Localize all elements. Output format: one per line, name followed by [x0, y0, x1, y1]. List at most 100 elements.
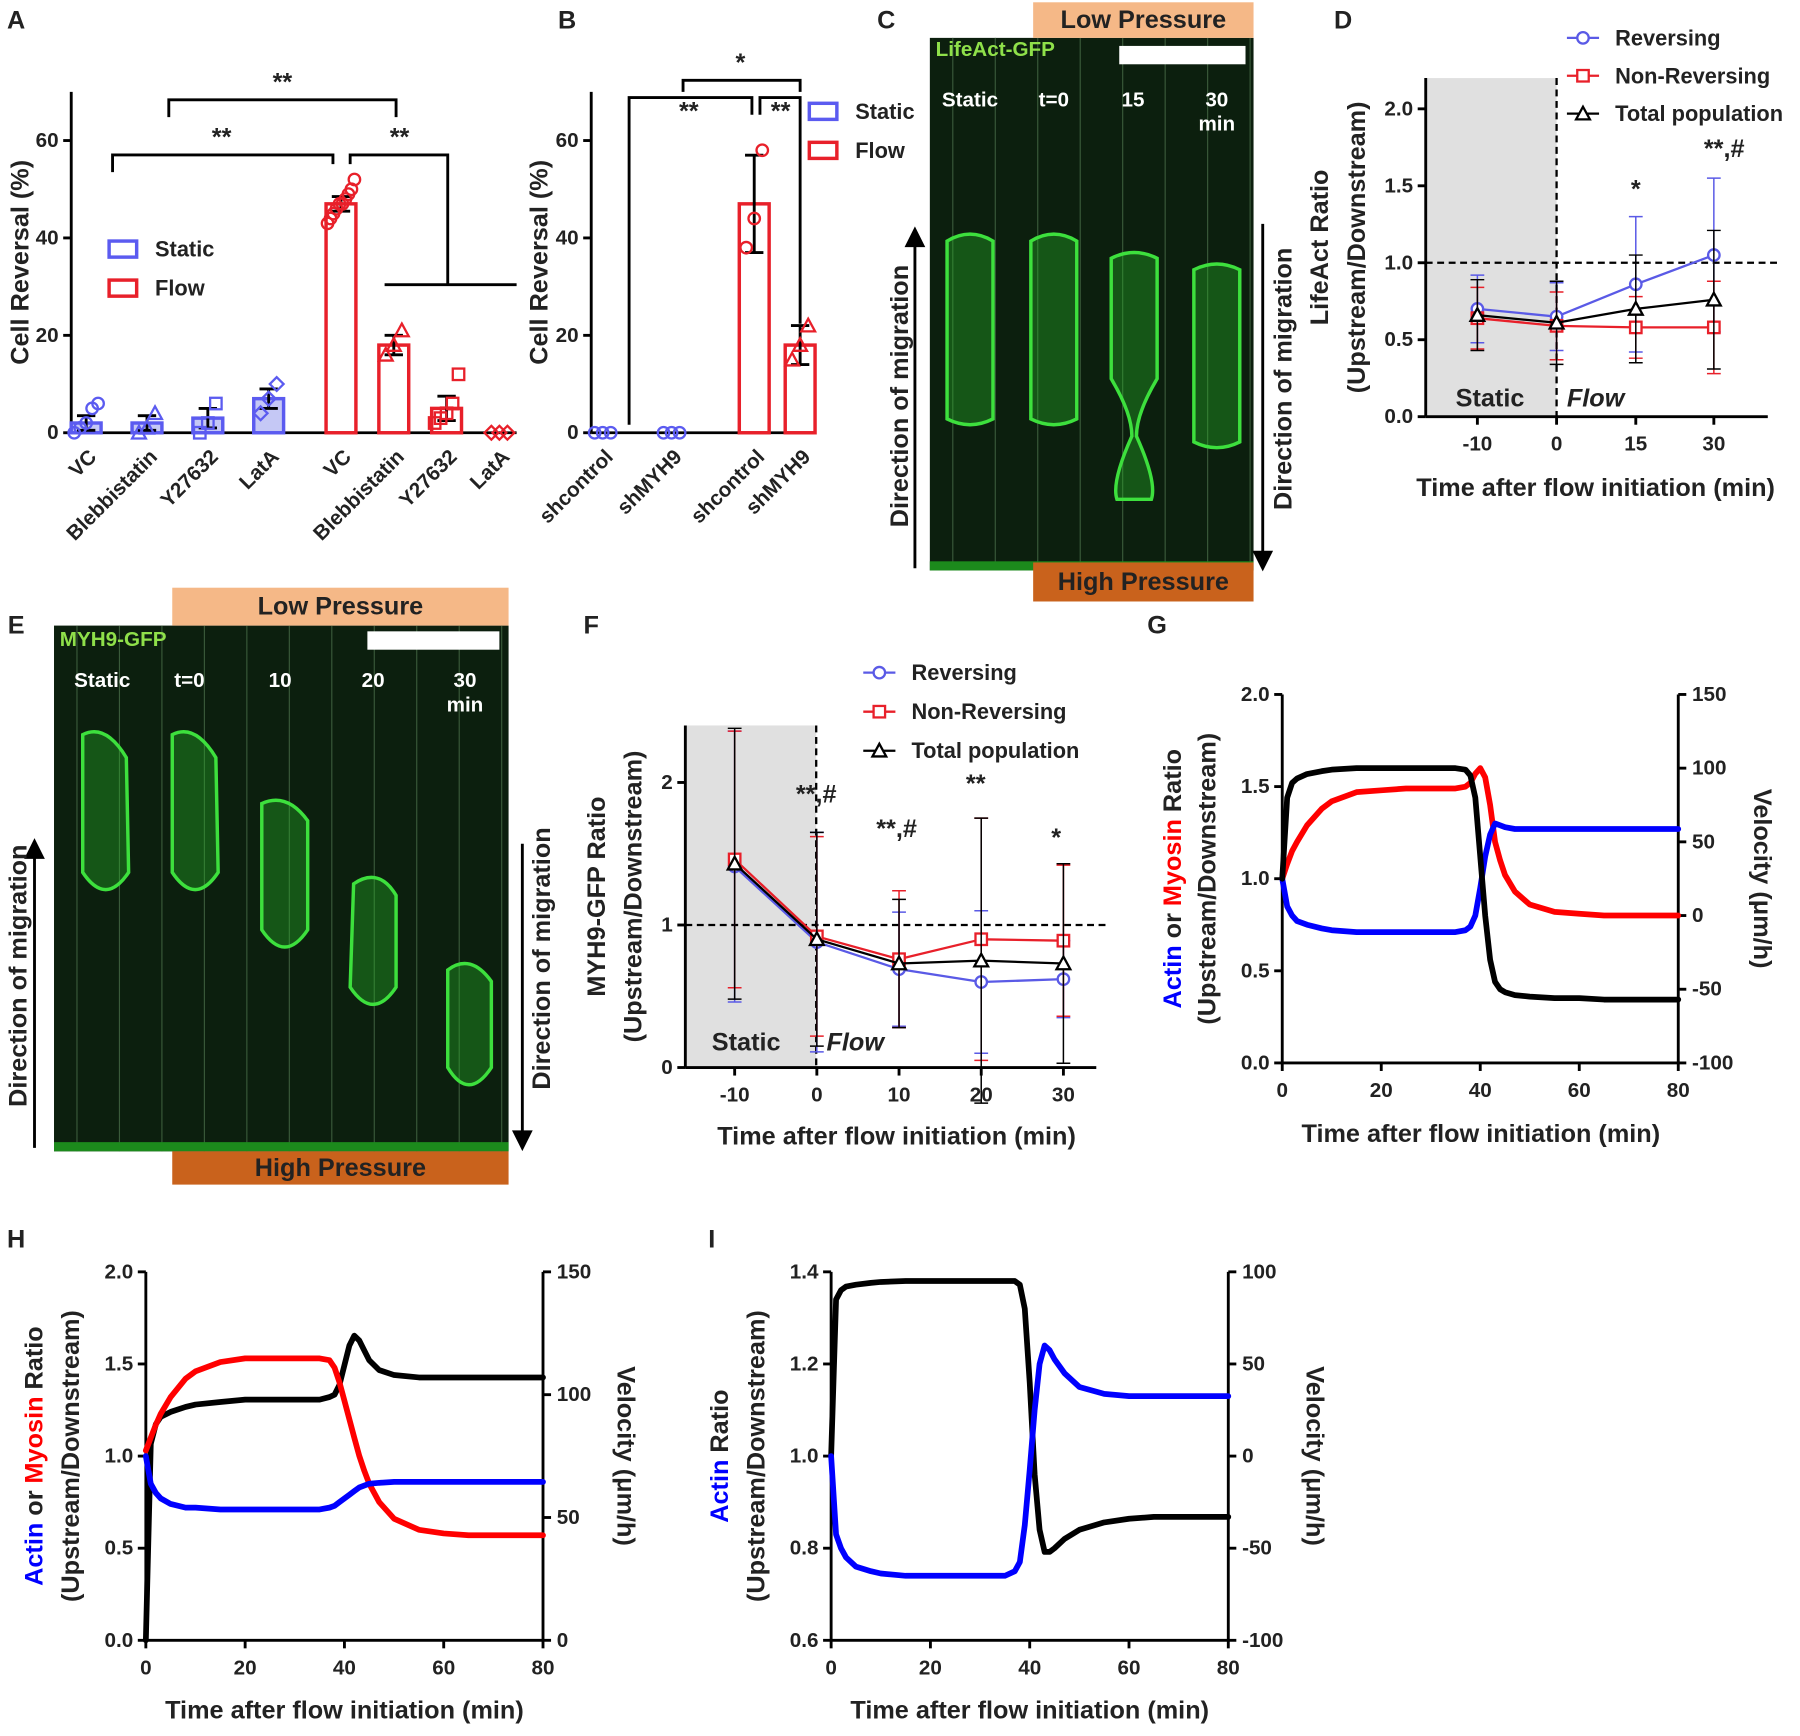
- x-tick-label: LatA: [466, 445, 515, 494]
- legend-swatch: [807, 101, 839, 122]
- x-axis-label: Time after flow initiation (min): [850, 1696, 1209, 1724]
- bracket: [111, 153, 335, 173]
- cell: [1029, 232, 1079, 427]
- legend-swatch: [807, 140, 839, 161]
- x-axis-label: Time after flow initiation (min): [717, 1122, 1076, 1150]
- data-point: [130, 423, 148, 440]
- legend-marker: [870, 741, 889, 758]
- y-tick-label: 2.0: [1241, 683, 1270, 706]
- x-tick-label: -10: [720, 1084, 750, 1107]
- data-point: [791, 335, 809, 352]
- y-axis-label: Actin Ratio: [706, 1389, 734, 1522]
- frame-label: 10: [269, 669, 292, 692]
- cell: [1192, 262, 1242, 450]
- migration-arrow: [24, 838, 45, 1148]
- x-tick-label: 0: [825, 1656, 837, 1679]
- x-tick-label: 80: [1667, 1079, 1690, 1102]
- y2-tick-label: 0: [557, 1629, 569, 1652]
- significance-brackets: [111, 78, 802, 425]
- data-point: [1705, 290, 1723, 307]
- frame-label: t=0: [174, 669, 204, 692]
- top-label: Low Pressure: [1061, 6, 1227, 34]
- y2-tick-label: 0: [1692, 904, 1704, 927]
- y-tick-label: 40: [36, 226, 59, 249]
- legend-label: Flow: [855, 138, 905, 163]
- y-tick-label: 20: [556, 324, 579, 347]
- series-line: [1476, 253, 1715, 318]
- bracket: [758, 96, 802, 324]
- y-tick-label: 0.8: [790, 1537, 819, 1560]
- y-tick-label: 0.5: [1384, 328, 1413, 351]
- data-point: [376, 345, 395, 362]
- frame-label: t=0: [1039, 88, 1069, 111]
- data-point: [260, 390, 278, 408]
- series-line: [142, 1355, 546, 1539]
- data-point: [656, 425, 671, 440]
- annotation: **: [771, 97, 791, 125]
- series-line: [142, 1332, 546, 1644]
- y-axis-label: Actin or Myosin Ratio: [1159, 749, 1187, 1009]
- bracket: [348, 153, 517, 287]
- y-axis-label-part: Myosin: [1159, 819, 1187, 906]
- data-point: [393, 321, 411, 338]
- annotation: Static: [712, 1028, 781, 1056]
- x-tick-label: 60: [432, 1656, 455, 1679]
- stain-label: LifeAct-GFP: [936, 38, 1056, 61]
- y-tick-label: 1.5: [1384, 174, 1413, 197]
- cell: [170, 730, 220, 892]
- data-point: [252, 404, 270, 422]
- y-axis-label: (Upstream/Downstream): [743, 1310, 771, 1602]
- legend-swatch: [107, 239, 139, 259]
- migration-arrow: [1252, 223, 1274, 572]
- frame-label: Static: [942, 88, 998, 111]
- x-tick-label: 20: [234, 1656, 257, 1679]
- migration-arrow: [511, 843, 533, 1152]
- frame-unit: min: [1198, 112, 1235, 135]
- annotation: *: [736, 49, 746, 77]
- data-point: [725, 854, 744, 871]
- y-tick-label: 0.5: [104, 1537, 133, 1560]
- y-tick-label: 1: [661, 913, 673, 936]
- y2-tick-label: 100: [1692, 757, 1726, 780]
- bar: [324, 202, 358, 435]
- top-label: Low Pressure: [258, 593, 424, 621]
- x-tick-label: 60: [1568, 1079, 1591, 1102]
- y-axis-label: LifeAct Ratio: [1306, 170, 1334, 326]
- y-tick-label: 2: [661, 771, 673, 794]
- annotation: **: [390, 124, 410, 152]
- x-tick-label: 0: [140, 1656, 152, 1679]
- x-axis-label: Time after flow initiation (min): [1301, 1120, 1660, 1148]
- y2-axis-label: Velocity (μm/h): [1300, 1366, 1328, 1546]
- x-tick-label: 80: [532, 1656, 555, 1679]
- series-line: [828, 1278, 1232, 1555]
- data-point: [200, 416, 215, 430]
- y-axis-label: (Upstream/Downstream): [1194, 733, 1222, 1025]
- annotation: **,#: [876, 815, 917, 843]
- x-tick-label: -10: [1462, 433, 1492, 456]
- frame-unit: min: [447, 693, 484, 716]
- data-point: [799, 316, 817, 333]
- annotation: **,#: [796, 780, 837, 808]
- y-tick-label: 60: [556, 129, 579, 152]
- y-axis-label: Cell Reversal (%): [526, 160, 554, 365]
- y-axis-label-part: Ratio: [1159, 749, 1187, 812]
- bar: [377, 343, 411, 435]
- y-tick-label: 1.0: [1241, 867, 1270, 890]
- y-axis-label-part: Actin: [706, 1460, 734, 1523]
- panel-label: I: [708, 1226, 715, 1254]
- bottom-label: High Pressure: [255, 1154, 426, 1182]
- x-tick-label: 0: [1551, 433, 1562, 456]
- x-tick-label: 40: [1018, 1656, 1041, 1679]
- y-tick-label: 1.4: [790, 1260, 819, 1283]
- x-tick-label: shMYH9: [613, 445, 687, 519]
- panel-label: D: [1334, 7, 1352, 35]
- data-point: [672, 425, 687, 440]
- panel-label: A: [7, 7, 25, 35]
- frame-label: 30: [453, 669, 476, 692]
- y-tick-label: 0.0: [1384, 405, 1413, 428]
- y-axis-label: (Upstream/Downstream): [1343, 101, 1371, 393]
- y-tick-label: 0.0: [1241, 1051, 1270, 1074]
- x-tick-label: 20: [1370, 1079, 1393, 1102]
- frame-label: 30: [1205, 88, 1228, 111]
